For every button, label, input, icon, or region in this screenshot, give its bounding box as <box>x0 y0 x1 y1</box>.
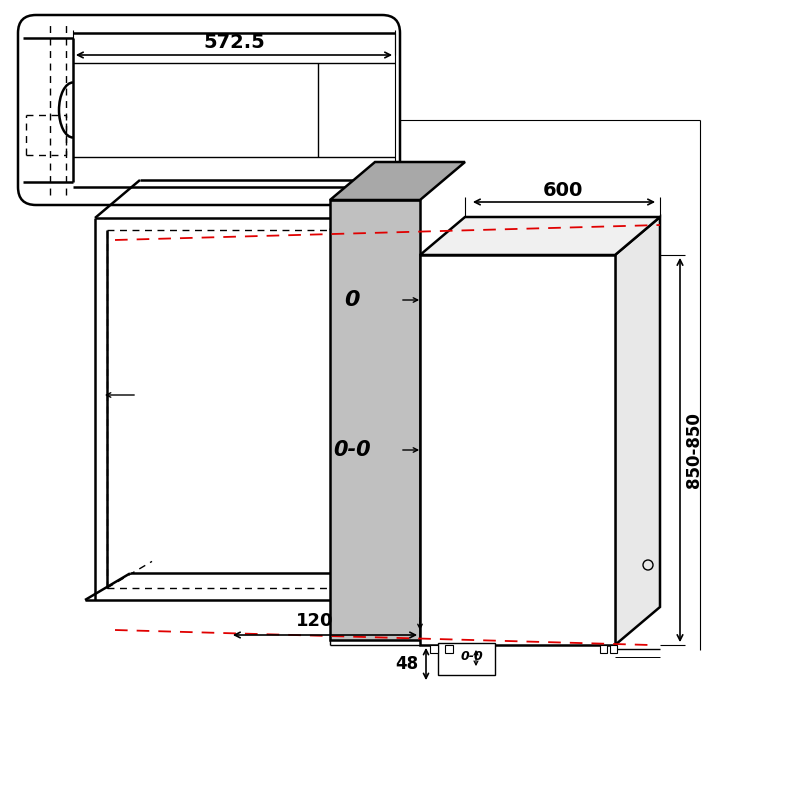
Polygon shape <box>600 645 607 653</box>
Polygon shape <box>330 162 465 200</box>
Polygon shape <box>445 645 453 653</box>
Polygon shape <box>615 217 660 645</box>
Text: 600: 600 <box>542 181 582 199</box>
Text: 0-0: 0-0 <box>333 440 371 460</box>
Text: 120: 120 <box>296 612 334 630</box>
FancyBboxPatch shape <box>18 15 400 205</box>
Polygon shape <box>430 645 438 653</box>
Polygon shape <box>330 200 420 640</box>
Polygon shape <box>438 643 495 675</box>
Text: 48: 48 <box>395 655 418 673</box>
Polygon shape <box>420 217 660 255</box>
Text: 0-0: 0-0 <box>461 650 483 663</box>
Text: 0: 0 <box>344 290 360 310</box>
Polygon shape <box>420 255 615 645</box>
Text: 850-850: 850-850 <box>685 412 703 488</box>
Polygon shape <box>610 645 617 653</box>
Text: 572.5: 572.5 <box>203 34 265 53</box>
